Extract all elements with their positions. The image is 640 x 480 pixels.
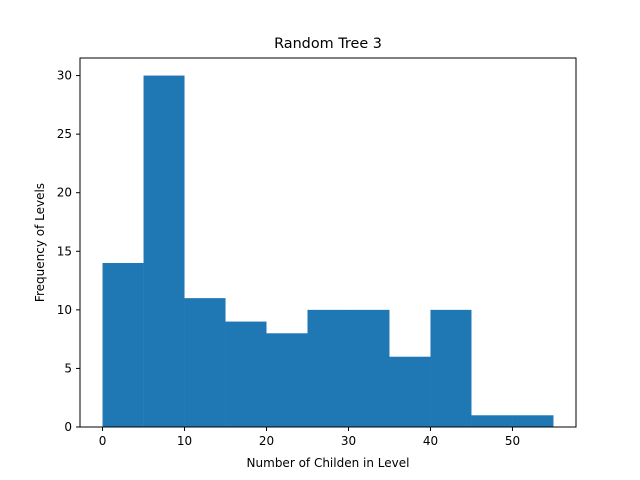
histogram-bar: [225, 321, 267, 427]
y-tick-label: 15: [57, 244, 72, 258]
histogram-bar: [430, 309, 472, 427]
chart-title: Random Tree 3: [274, 36, 382, 52]
histogram-bar: [266, 333, 308, 427]
histogram-bar: [184, 298, 226, 427]
x-axis-label: Number of Childen in Level: [247, 456, 410, 470]
histogram-bar: [102, 263, 144, 427]
histogram-bar: [389, 356, 431, 427]
plot-frame: [79, 57, 577, 428]
histogram-bar: [307, 309, 349, 427]
histogram-bar: [512, 415, 554, 427]
axes-group: 0 10 20 30 40 50 0 5 10 15 20 25 30: [57, 57, 577, 448]
x-tick-label: 50: [505, 434, 520, 448]
x-tick-label: 10: [177, 434, 192, 448]
y-tick-label: 30: [57, 69, 72, 83]
histogram-bar: [471, 415, 513, 427]
histogram-bar: [348, 309, 390, 427]
y-tick-label: 5: [64, 361, 72, 375]
y-tick-label: 0: [64, 420, 72, 434]
x-tick-label: 20: [259, 434, 274, 448]
x-tick-label: 40: [423, 434, 438, 448]
y-axis-label: Frequency of Levels: [33, 183, 47, 302]
histogram-bar: [143, 75, 185, 428]
y-tick-label: 25: [57, 127, 72, 141]
x-tick-label: 30: [341, 434, 356, 448]
bars-group: [102, 75, 554, 428]
y-tick-label: 10: [57, 303, 72, 317]
y-tick-label: 20: [57, 186, 72, 200]
x-tick-label: 0: [99, 434, 107, 448]
